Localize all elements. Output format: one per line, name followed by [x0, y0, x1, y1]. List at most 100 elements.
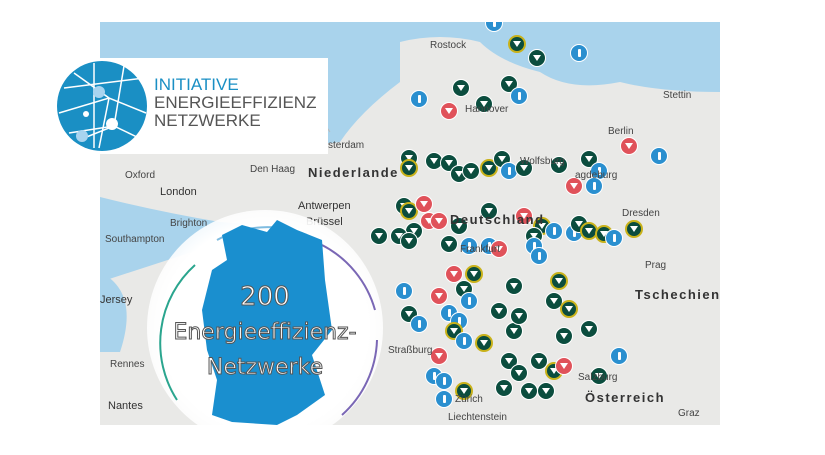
- info-marker[interactable]: [435, 372, 453, 390]
- info-marker[interactable]: [455, 332, 473, 350]
- info-marker[interactable]: [545, 222, 563, 240]
- network-marker[interactable]: [415, 195, 433, 213]
- info-marker[interactable]: [510, 87, 528, 105]
- network-marker[interactable]: [445, 265, 463, 283]
- network-marker[interactable]: [450, 217, 468, 235]
- network-icon: [538, 223, 546, 229]
- network-marker[interactable]: [480, 202, 498, 220]
- label-frankfurt: Frankfurt: [460, 244, 501, 255]
- network-icon: [405, 155, 413, 161]
- network-marker[interactable]: [465, 265, 483, 283]
- network-icon: [435, 293, 443, 299]
- network-icon: [542, 388, 550, 394]
- info-marker[interactable]: [570, 44, 588, 62]
- network-marker[interactable]: [440, 102, 458, 120]
- network-marker[interactable]: [620, 137, 638, 155]
- label-stettin: Stettin: [663, 90, 692, 101]
- network-marker[interactable]: [490, 240, 508, 258]
- network-marker[interactable]: [555, 357, 573, 375]
- label-rennes: Rennes: [110, 359, 145, 370]
- network-icon: [530, 233, 538, 239]
- info-marker[interactable]: [650, 147, 668, 165]
- network-marker[interactable]: [528, 49, 546, 67]
- network-marker[interactable]: [505, 277, 523, 295]
- person-icon: [467, 297, 471, 305]
- network-marker[interactable]: [508, 35, 526, 53]
- info-marker[interactable]: [435, 390, 453, 408]
- network-icon: [560, 363, 568, 369]
- network-marker[interactable]: [475, 334, 493, 352]
- network-marker[interactable]: [400, 232, 418, 250]
- network-icon: [405, 311, 413, 317]
- info-marker[interactable]: [610, 347, 628, 365]
- network-marker[interactable]: [495, 379, 513, 397]
- network-icon: [405, 208, 413, 214]
- network-icon: [600, 231, 608, 237]
- network-icon: [533, 55, 541, 61]
- network-marker[interactable]: [560, 300, 578, 318]
- person-icon: [592, 182, 596, 190]
- logo-line-1: INITIATIVE: [154, 75, 239, 94]
- network-icon: [480, 101, 488, 107]
- info-marker[interactable]: [395, 282, 413, 300]
- network-icon: [485, 165, 493, 171]
- network-icon: [498, 156, 506, 162]
- info-marker[interactable]: [410, 90, 428, 108]
- network-marker[interactable]: [452, 79, 470, 97]
- network-icon: [513, 41, 521, 47]
- badge-line-1: Energieeffizienz-: [173, 320, 357, 346]
- person-icon: [487, 242, 491, 250]
- network-marker[interactable]: [475, 95, 493, 113]
- network-icon: [570, 183, 578, 189]
- info-marker[interactable]: [530, 247, 548, 265]
- network-marker[interactable]: [515, 159, 533, 177]
- network-marker[interactable]: [565, 177, 583, 195]
- info-marker[interactable]: [585, 177, 603, 195]
- network-marker[interactable]: [530, 352, 548, 370]
- network-marker[interactable]: [370, 227, 388, 245]
- network-marker[interactable]: [580, 320, 598, 338]
- network-icon: [555, 162, 563, 168]
- network-marker[interactable]: [550, 272, 568, 290]
- label-antwerpen: Antwerpen: [298, 200, 351, 212]
- network-marker[interactable]: [430, 287, 448, 305]
- network-marker[interactable]: [400, 159, 418, 177]
- network-marker[interactable]: [510, 307, 528, 325]
- person-icon: [492, 22, 496, 27]
- network-marker[interactable]: [537, 382, 555, 400]
- network-marker[interactable]: [510, 364, 528, 382]
- label-dresden: Dresden: [622, 208, 660, 219]
- info-marker[interactable]: [410, 315, 428, 333]
- label-deutschland: Deutschland: [450, 212, 545, 227]
- info-marker[interactable]: [460, 292, 478, 310]
- network-icon: [550, 368, 558, 374]
- person-icon: [657, 152, 661, 160]
- network-marker[interactable]: [555, 327, 573, 345]
- network-marker[interactable]: [550, 156, 568, 174]
- network-marker[interactable]: [462, 162, 480, 180]
- person-icon: [402, 287, 406, 295]
- network-marker[interactable]: [625, 220, 643, 238]
- label-niederlande: Niederlande: [308, 165, 399, 180]
- network-icon: [510, 328, 518, 334]
- network-marker[interactable]: [400, 202, 418, 220]
- label-brighton: Brighton: [170, 218, 208, 229]
- network-icon: [480, 340, 488, 346]
- network-icon: [425, 218, 433, 224]
- label-strassburg: Straßburg: [388, 345, 433, 356]
- network-marker[interactable]: [440, 235, 458, 253]
- network-marker[interactable]: [455, 382, 473, 400]
- network-marker[interactable]: [490, 302, 508, 320]
- network-marker[interactable]: [520, 382, 538, 400]
- label-tschechien: Tschechien: [635, 287, 720, 302]
- info-marker[interactable]: [605, 229, 623, 247]
- info-marker[interactable]: [460, 237, 478, 255]
- network-marker[interactable]: [430, 212, 448, 230]
- network-marker[interactable]: [430, 347, 448, 365]
- network-marker[interactable]: [590, 367, 608, 385]
- network-icon: [505, 81, 513, 87]
- network-icon: [430, 158, 438, 164]
- network-marker[interactable]: [515, 207, 533, 225]
- label-prag: Prag: [645, 260, 667, 271]
- network-icon: [510, 283, 518, 289]
